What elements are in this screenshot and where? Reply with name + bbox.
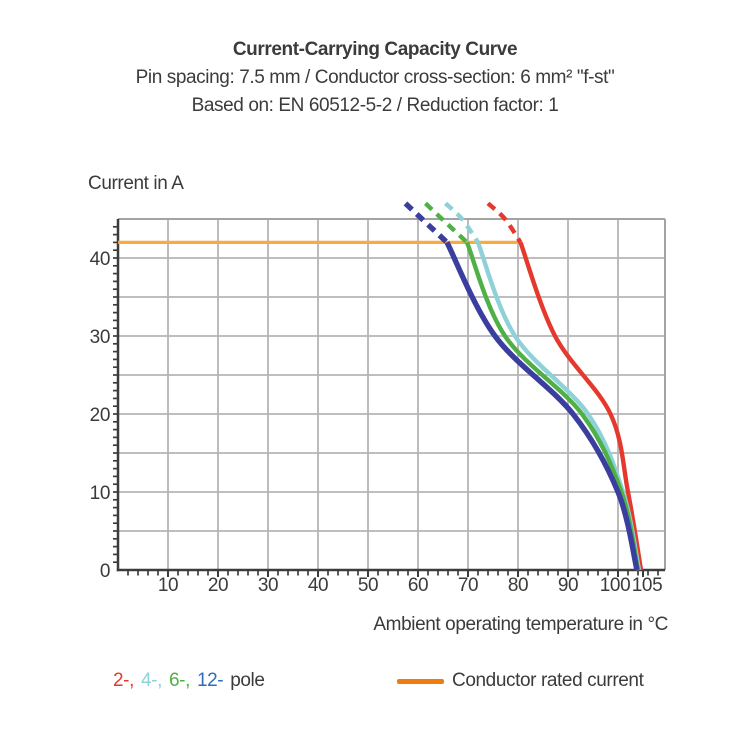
x-tick-label: 10 <box>158 575 178 596</box>
x-tick-label: 105 <box>632 575 663 596</box>
x-tick-label: 100 <box>600 575 631 596</box>
y-axis-title: Current in A <box>88 173 184 194</box>
legend-pole-items: 2-, 4-, 6-, 12- <box>113 670 230 691</box>
y-tick-label: 10 <box>90 483 110 504</box>
x-tick-label: 70 <box>458 575 478 596</box>
curve-2-pole <box>518 241 644 571</box>
legend-pole-item: 4-, <box>140 670 162 691</box>
legend-pole-item: 12- <box>196 670 224 691</box>
x-tick-label: 30 <box>258 575 278 596</box>
chart-subtitle-specs: Pin spacing: 7.5 mm / Conductor cross-se… <box>135 67 615 88</box>
y-tick-label: 30 <box>90 327 110 348</box>
x-tick-label: 60 <box>408 575 428 596</box>
curve-2-pole-dashed <box>486 201 523 244</box>
legend-rated-current: Conductor rated current <box>397 670 644 692</box>
x-axis-title: Ambient operating temperature in °C <box>373 614 668 635</box>
legend-pole-item: 6-, <box>168 670 190 691</box>
curve-12-pole <box>444 241 640 571</box>
curve-12-pole-dashed <box>403 201 449 245</box>
curve-4-pole-dashed <box>443 201 480 244</box>
legend-poles: 2-, 4-, 6-, 12- pole <box>113 670 265 692</box>
curve-4-pole <box>475 241 642 571</box>
rated-current-label: Conductor rated current <box>452 670 644 691</box>
x-tick-label: 90 <box>558 575 578 596</box>
x-tick-label: 80 <box>508 575 528 596</box>
curve-6-pole-dashed <box>423 201 469 245</box>
rated-current-swatch-icon <box>397 678 444 684</box>
chart-subtitle-standard: Based on: EN 60512-5-2 / Reduction facto… <box>191 95 559 116</box>
legend-pole-suffix: pole <box>230 670 265 691</box>
chart-title: Current-Carrying Capacity Curve <box>232 39 518 60</box>
y-tick-label: 20 <box>90 405 110 426</box>
y-tick-label: 0 <box>100 561 110 582</box>
x-tick-label: 50 <box>358 575 378 596</box>
curve-6-pole <box>464 241 641 571</box>
chart-header: Current-Carrying Capacity Curve Pin spac… <box>0 36 750 120</box>
y-tick-label: 40 <box>90 249 110 270</box>
x-tick-label: 20 <box>208 575 228 596</box>
x-tick-label: 40 <box>308 575 328 596</box>
legend-pole-item: 2-, <box>113 670 134 691</box>
